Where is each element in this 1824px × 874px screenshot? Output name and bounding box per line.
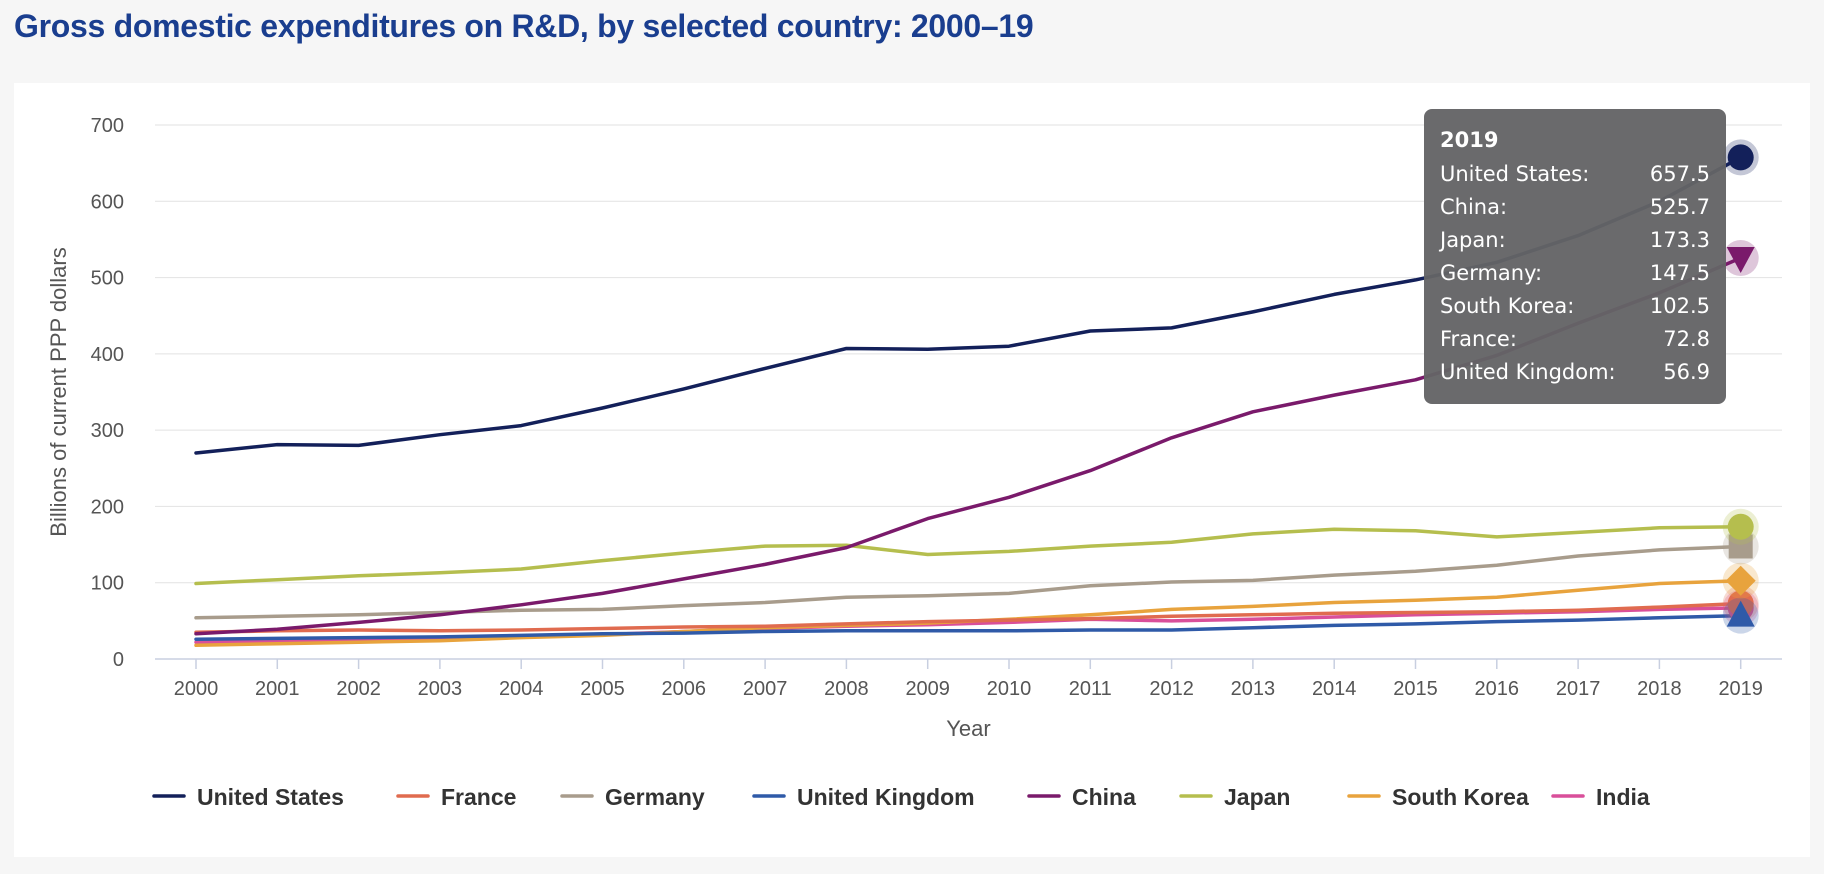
series-lines bbox=[194, 155, 1743, 648]
tooltip-row-label: China: bbox=[1440, 195, 1508, 219]
tooltip-row-label: United Kingdom: bbox=[1440, 360, 1616, 384]
x-tick-label: 2000 bbox=[174, 678, 219, 700]
marker-south-korea[interactable] bbox=[1725, 565, 1756, 596]
x-tick-label: 2019 bbox=[1718, 678, 1763, 700]
tooltip-row-label: United States: bbox=[1440, 162, 1590, 186]
tooltip-row-value: 173.3 bbox=[1649, 228, 1710, 252]
y-tick-label: 100 bbox=[91, 573, 124, 595]
tooltip-row: France: 72.8 bbox=[1440, 323, 1710, 356]
y-axis: 0 100 200 300 400 500 600 700 bbox=[91, 115, 124, 671]
chart-card: 0 100 200 300 400 500 600 700 2000 2001 2002 2003 2… bbox=[14, 83, 1810, 857]
tooltip-row-label: Germany: bbox=[1440, 261, 1543, 285]
legend-label: Japan bbox=[1224, 784, 1290, 810]
x-tick-label: 2002 bbox=[336, 678, 381, 700]
tooltip-rows: United States: 657.5 China: 525.7 Japan: 173.… bbox=[1440, 158, 1710, 389]
x-tick-label: 2001 bbox=[255, 678, 300, 700]
x-tick-label: 2017 bbox=[1556, 678, 1601, 700]
x-tick-label: 2018 bbox=[1637, 678, 1682, 700]
legend-item-south-korea[interactable]: South Korea bbox=[1347, 784, 1529, 810]
x-tick-label: 2014 bbox=[1312, 678, 1357, 700]
tooltip-row-label: Japan: bbox=[1440, 228, 1506, 252]
tooltip-row-value: 525.7 bbox=[1649, 195, 1710, 219]
x-tick-label: 2011 bbox=[1069, 678, 1112, 700]
grid-lines bbox=[155, 124, 1782, 584]
marker-japan[interactable] bbox=[1727, 513, 1754, 540]
x-tick-label: 2003 bbox=[418, 678, 463, 700]
legend-item-france[interactable]: France bbox=[396, 784, 516, 810]
tooltip-row-value: 72.8 bbox=[1663, 327, 1710, 351]
tooltip-row-value: 56.9 bbox=[1663, 360, 1710, 384]
series-markers[interactable] bbox=[1722, 139, 1759, 634]
tooltip-row: United Kingdom: 56.9 bbox=[1440, 356, 1710, 389]
legend[interactable]: United States France Germany United Kingdom… bbox=[152, 784, 1650, 810]
marker-united-kingdom[interactable] bbox=[1726, 600, 1755, 627]
series-line-germany bbox=[194, 544, 1743, 620]
series-line-france bbox=[194, 601, 1743, 635]
y-tick-label: 500 bbox=[91, 268, 124, 290]
x-tick-label: 2016 bbox=[1475, 678, 1520, 700]
y-tick-label: 300 bbox=[91, 420, 124, 442]
y-tick-label: 600 bbox=[91, 191, 124, 213]
tooltip-row-value: 147.5 bbox=[1649, 261, 1710, 285]
y-tick-label: 0 bbox=[113, 649, 124, 671]
legend-label: China bbox=[1072, 784, 1136, 810]
tooltip-row-label: France: bbox=[1440, 327, 1517, 351]
legend-label: France bbox=[441, 784, 516, 810]
series-line-united-kingdom bbox=[194, 613, 1743, 641]
y-tick-label: 700 bbox=[91, 115, 124, 137]
x-axis: 2000 2001 2002 2003 2004 2005 2006 2007 2008 2009… bbox=[155, 658, 1782, 700]
x-tick-label: 2007 bbox=[743, 678, 788, 700]
x-tick-label: 2015 bbox=[1393, 678, 1438, 700]
y-tick-label: 400 bbox=[91, 344, 124, 366]
legend-item-united-kingdom[interactable]: United Kingdom bbox=[752, 784, 975, 810]
legend-label: South Korea bbox=[1392, 784, 1529, 810]
tooltip-row-value: 657.5 bbox=[1649, 162, 1710, 186]
tooltip-year: 2019 bbox=[1440, 128, 1499, 152]
y-axis-title: Billions of current PPP dollars bbox=[46, 247, 71, 536]
tooltip-row: South Korea: 102.5 bbox=[1440, 290, 1710, 323]
tooltip-row: Germany: 147.5 bbox=[1440, 257, 1710, 290]
x-tick-label: 2010 bbox=[987, 678, 1032, 700]
legend-label: Germany bbox=[605, 784, 705, 810]
series-line-japan bbox=[194, 525, 1743, 586]
x-tick-label: 2012 bbox=[1149, 678, 1194, 700]
legend-label: United States bbox=[197, 784, 344, 810]
tooltip: 2019 United States: 657.5 China: 525.7 Japan… bbox=[1424, 109, 1726, 404]
marker-china[interactable] bbox=[1726, 246, 1755, 273]
legend-label: United Kingdom bbox=[797, 784, 975, 810]
x-tick-label: 2008 bbox=[824, 678, 869, 700]
x-tick-label: 2013 bbox=[1231, 678, 1276, 700]
legend-label: India bbox=[1596, 784, 1650, 810]
x-axis-title: Year bbox=[946, 716, 990, 741]
tooltip-row: China: 525.7 bbox=[1440, 191, 1710, 224]
y-tick-label: 200 bbox=[91, 496, 124, 518]
legend-item-japan[interactable]: Japan bbox=[1179, 784, 1290, 810]
x-tick-label: 2006 bbox=[662, 678, 707, 700]
x-tick-label: 2004 bbox=[499, 678, 544, 700]
legend-item-germany[interactable]: Germany bbox=[560, 784, 705, 810]
marker-united-states[interactable] bbox=[1727, 144, 1754, 171]
tooltip-row: Japan: 173.3 bbox=[1440, 224, 1710, 257]
tooltip-row-value: 102.5 bbox=[1649, 294, 1710, 318]
x-tick-label: 2009 bbox=[905, 678, 950, 700]
tooltip-row: United States: 657.5 bbox=[1440, 158, 1710, 191]
legend-item-china[interactable]: China bbox=[1027, 784, 1136, 810]
page-title: Gross domestic expenditures on R&D, by s… bbox=[14, 8, 1034, 44]
legend-item-united-states[interactable]: United States bbox=[152, 784, 344, 810]
tooltip-row-label: South Korea: bbox=[1440, 294, 1575, 318]
x-tick-label: 2005 bbox=[580, 678, 625, 700]
legend-item-india[interactable]: India bbox=[1551, 784, 1650, 810]
